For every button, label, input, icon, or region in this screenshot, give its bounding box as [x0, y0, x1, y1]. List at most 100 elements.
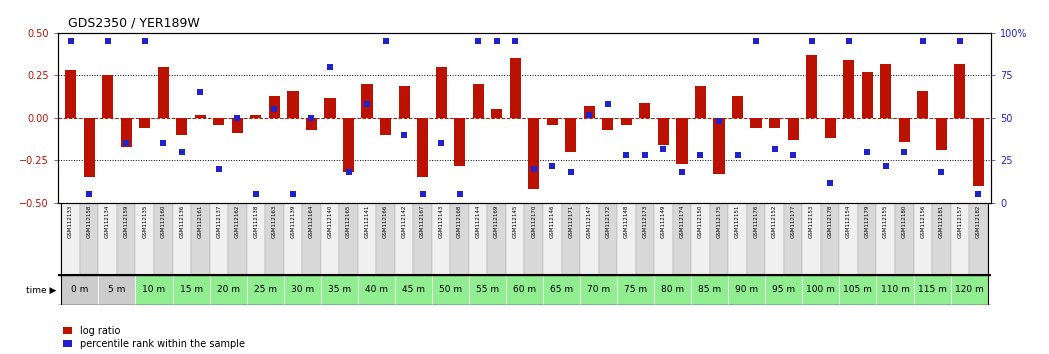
- Bar: [691, 203, 710, 275]
- Bar: [617, 275, 655, 305]
- Text: 95 m: 95 m: [772, 285, 795, 295]
- Bar: [172, 275, 210, 305]
- Bar: [172, 203, 191, 275]
- Bar: [269, 96, 280, 118]
- Point: [322, 64, 339, 70]
- Bar: [339, 203, 358, 275]
- Text: 120 m: 120 m: [955, 285, 984, 295]
- Text: GDS2350 / YER189W: GDS2350 / YER189W: [68, 16, 200, 29]
- Text: GSM112143: GSM112143: [438, 205, 444, 239]
- Text: GSM112134: GSM112134: [105, 205, 110, 239]
- Bar: [62, 203, 80, 275]
- Bar: [80, 203, 99, 275]
- Point: [526, 166, 542, 172]
- Bar: [380, 118, 391, 135]
- Text: 35 m: 35 m: [327, 285, 350, 295]
- Bar: [99, 203, 117, 275]
- Bar: [728, 203, 747, 275]
- Bar: [232, 118, 243, 133]
- Bar: [210, 275, 247, 305]
- Text: GSM112137: GSM112137: [216, 205, 221, 239]
- Text: 25 m: 25 m: [254, 285, 277, 295]
- Bar: [135, 275, 172, 305]
- Point: [692, 153, 709, 158]
- Text: GSM112177: GSM112177: [791, 205, 795, 239]
- Text: GSM112148: GSM112148: [624, 205, 629, 239]
- Point: [562, 170, 579, 175]
- Bar: [135, 203, 154, 275]
- Bar: [65, 70, 77, 118]
- Bar: [802, 203, 821, 275]
- Text: GSM112178: GSM112178: [828, 205, 833, 239]
- Text: GSM112153: GSM112153: [809, 205, 814, 239]
- Bar: [454, 118, 465, 166]
- Bar: [639, 103, 650, 118]
- Text: GSM112147: GSM112147: [586, 205, 592, 239]
- Text: 85 m: 85 m: [699, 285, 722, 295]
- Bar: [750, 118, 762, 128]
- Point: [729, 153, 746, 158]
- Bar: [358, 203, 377, 275]
- Bar: [728, 275, 766, 305]
- Bar: [766, 275, 802, 305]
- Text: GSM112166: GSM112166: [383, 205, 388, 239]
- Point: [229, 115, 245, 121]
- Point: [840, 39, 857, 44]
- Text: GSM112164: GSM112164: [309, 205, 314, 239]
- Point: [710, 119, 727, 124]
- Text: 5 m: 5 m: [108, 285, 126, 295]
- Bar: [955, 63, 965, 118]
- Bar: [394, 275, 432, 305]
- Point: [340, 170, 357, 175]
- Bar: [766, 203, 784, 275]
- Bar: [825, 118, 836, 138]
- Bar: [677, 118, 687, 164]
- Text: GSM112145: GSM112145: [513, 205, 518, 239]
- Point: [395, 132, 412, 138]
- Bar: [843, 60, 854, 118]
- Bar: [936, 118, 947, 150]
- Point: [62, 39, 79, 44]
- Bar: [302, 203, 321, 275]
- Text: 65 m: 65 m: [550, 285, 573, 295]
- Bar: [691, 275, 728, 305]
- Bar: [543, 275, 580, 305]
- Bar: [747, 203, 766, 275]
- Text: GSM112167: GSM112167: [420, 205, 425, 239]
- Text: GSM112151: GSM112151: [735, 205, 740, 239]
- Bar: [636, 203, 655, 275]
- Point: [877, 163, 894, 169]
- Bar: [469, 275, 506, 305]
- Point: [507, 39, 523, 44]
- Point: [673, 170, 690, 175]
- Text: 15 m: 15 m: [179, 285, 202, 295]
- Bar: [672, 203, 691, 275]
- Bar: [580, 275, 617, 305]
- Point: [284, 192, 301, 197]
- Bar: [877, 203, 895, 275]
- Bar: [561, 203, 580, 275]
- Bar: [506, 275, 543, 305]
- Bar: [399, 86, 410, 118]
- Text: GSM112154: GSM112154: [847, 205, 851, 239]
- Bar: [469, 203, 488, 275]
- Bar: [102, 75, 113, 118]
- Bar: [732, 96, 743, 118]
- Point: [359, 102, 376, 107]
- Text: 105 m: 105 m: [843, 285, 873, 295]
- Bar: [932, 203, 950, 275]
- Point: [655, 146, 671, 152]
- Bar: [599, 203, 617, 275]
- Point: [821, 180, 838, 185]
- Bar: [488, 203, 506, 275]
- Text: GSM112149: GSM112149: [661, 205, 666, 239]
- Point: [637, 153, 654, 158]
- Point: [766, 146, 783, 152]
- Bar: [617, 203, 636, 275]
- Point: [859, 149, 876, 155]
- Text: 70 m: 70 m: [587, 285, 611, 295]
- Text: GSM112140: GSM112140: [327, 205, 333, 239]
- Bar: [584, 106, 595, 118]
- Bar: [529, 118, 539, 189]
- Bar: [839, 275, 877, 305]
